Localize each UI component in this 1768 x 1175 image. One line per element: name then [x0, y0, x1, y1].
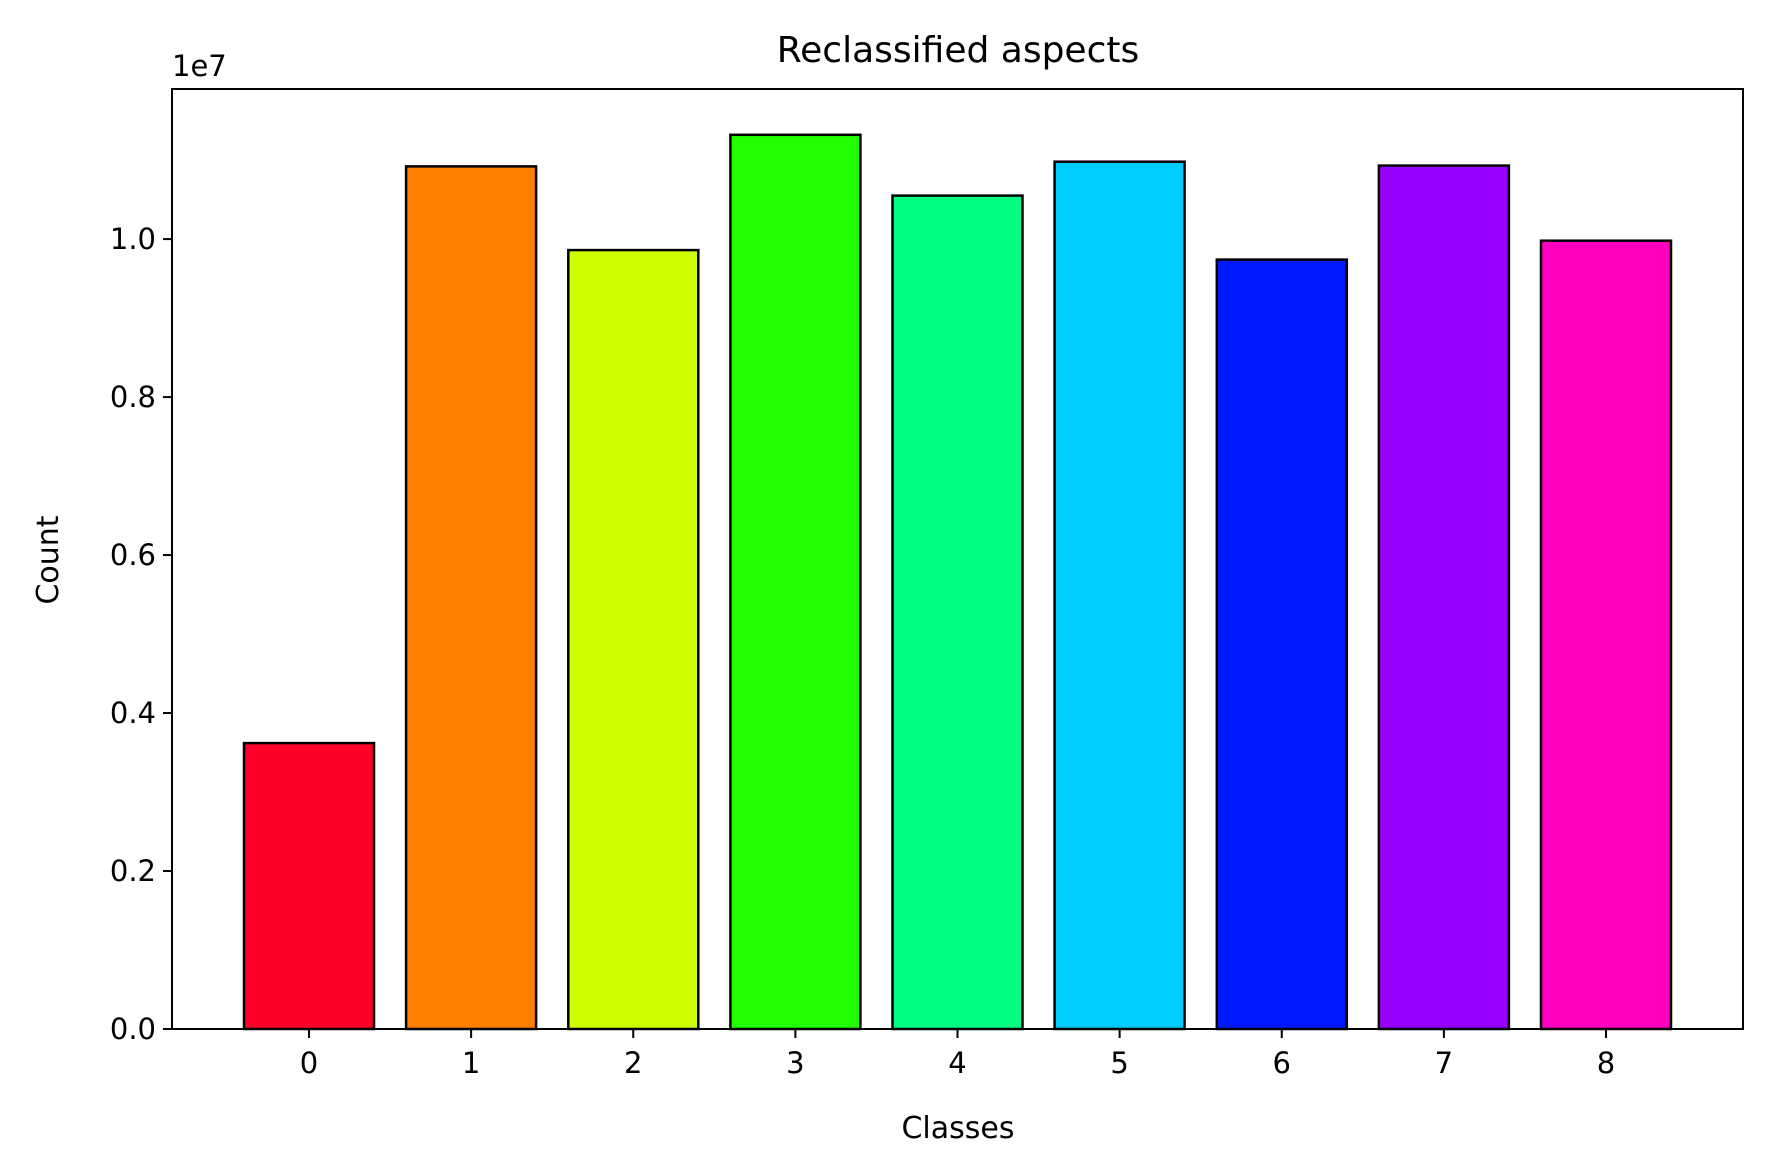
y-tick-label: 0.6 [110, 538, 156, 572]
bar-class-0 [242, 741, 376, 1031]
y-tick-label: 0.2 [110, 854, 156, 888]
y-tick-label: 0.4 [110, 696, 156, 730]
y-axis-offset-label: 1e7 [172, 49, 227, 83]
x-axis-ticks: 0 1 2 3 4 5 6 7 8 [300, 1029, 1615, 1080]
chart-title: Reclassified aspects [777, 30, 1140, 71]
y-axis-ticks: 0.0 0.2 0.4 0.6 0.8 1.0 [110, 222, 172, 1046]
x-tick-label: 3 [786, 1046, 804, 1080]
x-tick-label: 0 [300, 1046, 318, 1080]
bar-class-4 [891, 194, 1024, 1031]
bar-class-1 [404, 165, 538, 1031]
x-tick-label: 4 [948, 1046, 966, 1080]
bar-class-2 [567, 248, 700, 1031]
y-tick-label: 1.0 [110, 222, 156, 256]
bar-class-7 [1377, 164, 1511, 1031]
bar-class-8 [1539, 239, 1673, 1031]
x-tick-label: 7 [1435, 1046, 1453, 1080]
x-tick-label: 1 [462, 1046, 480, 1080]
x-tick-label: 8 [1597, 1046, 1615, 1080]
y-tick-label: 0.0 [110, 1012, 156, 1046]
y-tick-label: 0.8 [110, 380, 156, 414]
x-tick-label: 5 [1110, 1046, 1128, 1080]
x-tick-label: 2 [624, 1046, 642, 1080]
bars-layer [242, 133, 1673, 1031]
bar-class-6 [1215, 258, 1349, 1031]
x-axis-label: Classes [901, 1111, 1014, 1146]
y-axis-label: Count [31, 515, 66, 604]
bar-class-3 [729, 133, 862, 1031]
plot-area-frame [171, 88, 1744, 1030]
x-tick-label: 6 [1273, 1046, 1291, 1080]
bar-class-5 [1053, 160, 1186, 1031]
